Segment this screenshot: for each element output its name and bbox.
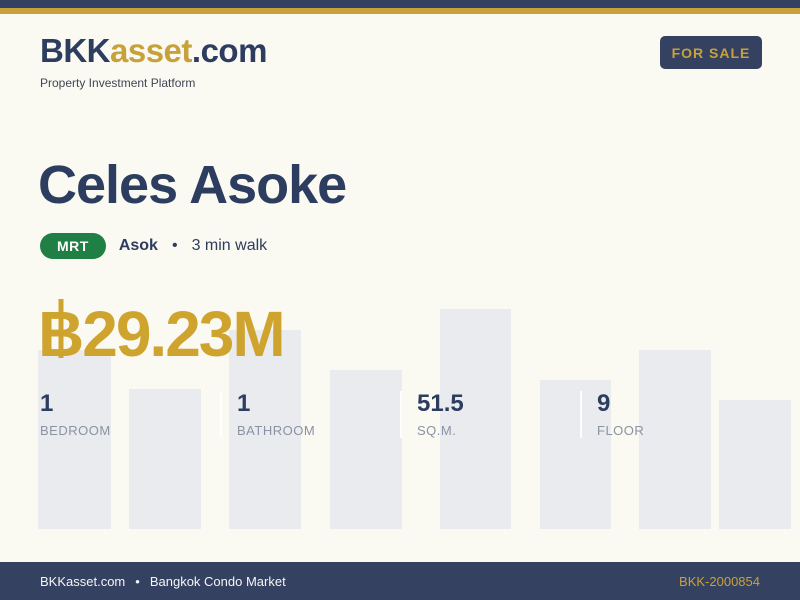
stat-label: SQ.M. [417, 423, 457, 439]
skyline-bar [229, 330, 301, 529]
baht-stroke [58, 299, 64, 358]
top-navy-strip [0, 0, 800, 8]
stat-value: 1 [40, 390, 54, 417]
skyline-bar [440, 309, 511, 529]
footer-bullet: • [135, 573, 140, 589]
stat-label: FLOOR [597, 423, 645, 439]
property-title: Celes Asoke [38, 155, 347, 215]
logo-part-asset: asset [110, 32, 192, 69]
stat-bedroom: 1 BEDROOM [40, 390, 220, 439]
skyline-bar [639, 350, 711, 529]
price: B29.23M [38, 299, 286, 366]
stats-row: 1 BEDROOM 1 BATHROOM 51.5 SQ.M. 9 FLOOR [40, 390, 760, 439]
footer-left: BKKasset.com • Bangkok Condo Market [40, 574, 286, 589]
footer: BKKasset.com • Bangkok Condo Market BKK-… [0, 562, 800, 600]
listing-id: BKK-2000854 [679, 573, 760, 589]
walk-time: 3 min walk [191, 237, 268, 254]
skyline-bar [719, 400, 791, 529]
transit-row: MRT Asok • 3 min walk [40, 233, 267, 259]
stat-floor: 9 FLOOR [580, 390, 760, 439]
stat-value: 1 [237, 390, 251, 417]
top-gold-strip [0, 8, 800, 14]
mrt-badge: MRT [40, 233, 106, 259]
footer-brand: BKKasset.com [40, 573, 126, 589]
skyline-bar [330, 370, 402, 529]
skyline-bar [129, 389, 201, 529]
skyline-bar [540, 380, 611, 529]
stat-value: 51.5 [417, 390, 464, 417]
for-sale-badge: FOR SALE [660, 36, 762, 69]
price-amount: 29.23M [82, 298, 285, 370]
logo-part-com: .com [191, 32, 268, 69]
site-logo[interactable]: BKKasset.com [40, 32, 268, 69]
stat-label: BATHROOM [237, 423, 316, 439]
stat-sqm: 51.5 SQ.M. [400, 390, 580, 439]
station-name: Asok [118, 237, 158, 254]
stat-label: BEDROOM [40, 423, 111, 439]
stat-value: 9 [597, 390, 611, 417]
footer-market-tagline: Bangkok Condo Market [149, 573, 286, 589]
logo-part-bkk: BKK [40, 32, 111, 69]
site-tagline: Property Investment Platform [40, 76, 196, 90]
stat-bathroom: 1 BATHROOM [220, 390, 400, 439]
bullet-separator: • [171, 237, 178, 254]
skyline-bar [38, 350, 111, 529]
baht-currency-symbol: B [38, 299, 84, 366]
